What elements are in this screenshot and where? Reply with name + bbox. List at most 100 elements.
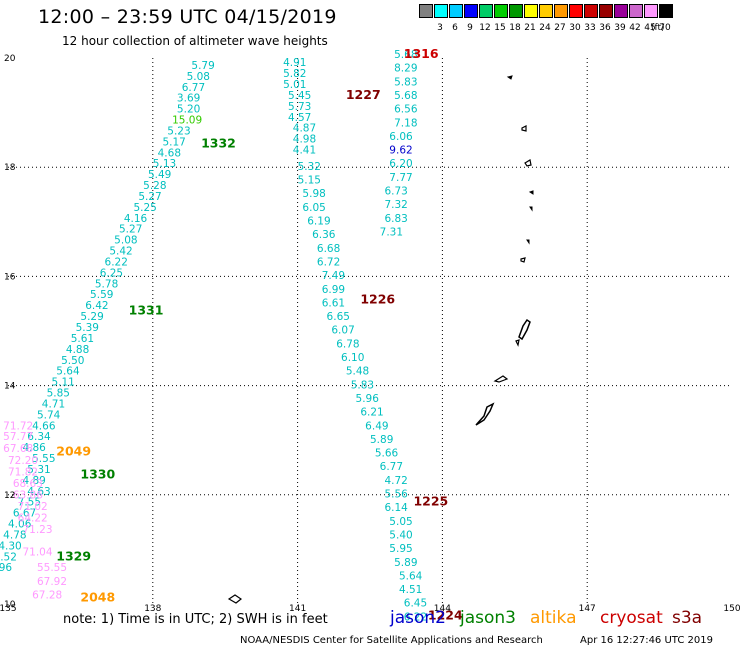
scale-swatch [539, 4, 553, 18]
wave-height-value: 6.06 [389, 131, 413, 143]
wave-height-value: 5.31 [27, 464, 50, 476]
wave-height-value: 5.05 [389, 516, 412, 528]
wave-height-value: 64.22 [18, 513, 48, 525]
island-agrihan [524, 159, 532, 167]
wave-height-value: 5.98 [302, 188, 325, 200]
pass-time-label: 1330 [80, 466, 115, 481]
scale-tick-label: 24 [539, 23, 551, 33]
wave-height-value: 6.34 [27, 431, 51, 443]
wave-height-value: 5.83 [351, 379, 374, 391]
scale-tick-label: 21 [524, 23, 536, 33]
pass-time-label: 1332 [201, 136, 236, 151]
scale-tick-label: 36 [599, 23, 611, 33]
scale-swatch [479, 4, 493, 18]
footer-note: note: 1) Time is in UTC; 2) SWH is in fe… [63, 612, 328, 627]
scale-tick-label: 18 [509, 23, 521, 33]
wave-height-value: 67.28 [32, 590, 62, 602]
wave-height-value: 6.83 [384, 213, 407, 225]
lat-lon-grid [8, 58, 732, 604]
wave-height-value: 5.66 [375, 448, 399, 460]
wave-height-value: 4.89 [22, 475, 45, 487]
wave-height-value: 5.61 [71, 333, 94, 345]
scale-tick-label: 15 [494, 23, 506, 33]
pass-time-label: 1331 [129, 303, 164, 318]
wave-height-value: 4.16 [124, 213, 148, 225]
scale-swatch [509, 4, 523, 18]
wave-height-value: 4.78 [3, 529, 26, 541]
wave-height-value: 3.69 [177, 93, 200, 105]
wave-height-value: 6.67 [13, 508, 36, 520]
wave-height-value: 6.45 [404, 598, 427, 610]
lon-tick-label: 138 [144, 604, 161, 614]
wave-height-value: 5.83 [394, 76, 417, 88]
wave-height-value: 5.11 [51, 377, 74, 389]
wave-height-value: 4.66 [32, 420, 56, 432]
scale-swatch [629, 4, 643, 18]
wave-height-value: 4.98 [293, 134, 316, 146]
island-saipan [518, 318, 531, 341]
wave-height-value: 4.30 [0, 540, 22, 552]
wave-height-value: 5.95 [389, 543, 412, 555]
map-subtitle: 12 hour collection of altimeter wave hei… [62, 34, 328, 48]
island-pagan [521, 125, 527, 132]
wave-height-value: 5.68 [394, 49, 417, 61]
scale-tick-label: 12 [479, 23, 491, 33]
wave-height-value: 7.31 [380, 226, 403, 238]
wave-height-value: 6.25 [100, 267, 123, 279]
wave-height-value: 7.77 [389, 172, 412, 184]
wave-height-value: 57.77 [3, 431, 33, 443]
pass-time-label: 2048 [80, 589, 115, 604]
wave-height-value: 6.22 [404, 611, 427, 623]
wave-height-value: 5.50 [61, 355, 84, 367]
scale-swatch [419, 4, 433, 18]
legend-item-altika: altika [530, 608, 577, 628]
lat-tick-label: 14 [4, 382, 16, 392]
lat-tick-label: 20 [4, 54, 16, 64]
scale-tick-label: 42 [629, 23, 641, 33]
wave-height-value: 5.27 [119, 224, 142, 236]
wave-height-value: 6.78 [336, 338, 359, 350]
wave-height-value: 5.89 [370, 434, 393, 446]
wave-height-value: 71.72 [3, 420, 33, 432]
legend-item-jason2: jason2 [390, 608, 446, 628]
wave-height-value: 5.40 [389, 529, 412, 541]
wave-height-value: 4.52 [0, 551, 17, 563]
wave-height-value: 5.23 [167, 125, 190, 137]
scale-tick-label: 45 [644, 23, 656, 33]
island-guam [475, 402, 495, 426]
wave-height-value: 5.27 [138, 191, 161, 203]
wave-height-value: 5.32 [298, 161, 321, 173]
wave-height-value: 6.68 [317, 243, 340, 255]
wave-height-value: 6.14 [384, 502, 408, 514]
scale-swatch [644, 4, 658, 18]
wave-height-value: 6.21 [360, 407, 383, 419]
wave-height-value: 5.28 [143, 180, 166, 192]
wave-height-value: 5.01 [283, 79, 306, 91]
wave-height-value: 4.88 [66, 344, 89, 356]
wave-height-value: 7.49 [322, 270, 345, 282]
wave-height-value: 6.05 [302, 202, 325, 214]
wave-height-value: 72.20 [8, 455, 38, 467]
wave-height-value: 6.77 [182, 82, 205, 94]
island-anatahan [520, 257, 526, 263]
wave-height-value: 5.39 [76, 322, 99, 334]
island-guguan [529, 206, 533, 212]
pass-time-label: 1329 [56, 548, 91, 563]
wave-height-value: 5.08 [114, 235, 137, 247]
wave-height-value: 5.96 [356, 393, 380, 405]
scale-swatch [464, 4, 478, 18]
wave-height-value: 5.64 [56, 366, 80, 378]
wave-height-observations: 5.795.086.773.695.2015.095.235.174.685.1… [0, 49, 427, 623]
wave-height-value: 68.63 [13, 478, 43, 490]
wave-height-value: 5.15 [298, 175, 321, 187]
wave-height-value: 6.10 [341, 352, 364, 364]
wave-height-value: 5.25 [133, 202, 156, 214]
scale-tick-label: 39 [614, 23, 626, 33]
scale-swatch [449, 4, 463, 18]
lon-tick-label: 150 [723, 604, 740, 614]
scale-swatch [554, 4, 568, 18]
scale-swatch [524, 4, 538, 18]
pass-time-label: 1226 [360, 292, 395, 307]
legend-item-jason3: jason3 [460, 608, 516, 628]
